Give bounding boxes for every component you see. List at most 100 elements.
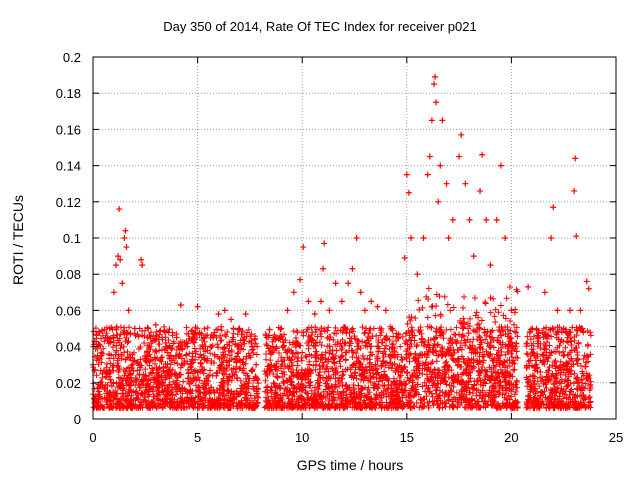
dense-points: [90, 284, 594, 412]
data-point: [548, 235, 555, 241]
y-tick-label: 0.14: [56, 159, 81, 174]
data-point: [253, 361, 260, 368]
data-point: [525, 283, 532, 290]
data-point: [320, 265, 327, 272]
data-point: [573, 233, 580, 240]
data-point: [110, 289, 117, 296]
data-point: [541, 289, 548, 296]
y-axis-label: ROTI / TECUs: [10, 195, 26, 285]
data-point: [426, 153, 433, 160]
data-point: [163, 343, 170, 350]
data-point: [424, 171, 431, 178]
data-point: [152, 321, 159, 328]
data-point: [466, 216, 473, 223]
data-point: [116, 206, 123, 213]
data-point: [403, 171, 410, 178]
data-point: [113, 262, 120, 269]
data-point: [144, 334, 151, 341]
data-point: [389, 325, 396, 332]
data-point: [353, 235, 360, 241]
x-tick-label: 0: [89, 430, 96, 445]
y-tick-label: 0.12: [56, 195, 81, 210]
data-point: [290, 289, 297, 296]
y-tick-label: 0.08: [56, 267, 81, 282]
data-point: [428, 117, 435, 124]
data-point: [98, 352, 105, 359]
x-tick-label: 15: [400, 430, 414, 445]
data-point: [278, 325, 285, 332]
data-point: [221, 307, 228, 314]
data-point: [263, 334, 270, 341]
x-tick-label: 5: [194, 430, 201, 445]
y-tick-label: 0: [74, 412, 81, 427]
data-point: [420, 235, 427, 241]
y-tick-label: 0.16: [56, 122, 81, 137]
data-point: [449, 216, 456, 223]
data-point: [560, 325, 567, 332]
data-point: [184, 343, 191, 350]
data-point: [177, 301, 184, 308]
data-point: [535, 334, 542, 341]
data-point: [508, 307, 515, 314]
data-point: [401, 254, 408, 261]
y-tick-label: 0.04: [56, 340, 81, 355]
data-point: [432, 73, 439, 80]
x-tick-label: 10: [295, 430, 309, 445]
data-point: [123, 244, 130, 251]
data-point: [566, 307, 573, 314]
data-point: [405, 189, 412, 196]
data-point: [305, 298, 312, 305]
x-tick-label: 20: [504, 430, 518, 445]
data-point: [332, 280, 339, 287]
data-point: [131, 325, 138, 332]
data-point: [374, 303, 381, 310]
data-point: [119, 280, 126, 287]
data-point: [382, 307, 389, 314]
data-point: [433, 99, 440, 106]
y-tick-label: 0.18: [56, 86, 81, 101]
data-point: [207, 343, 214, 350]
data-point: [349, 265, 356, 272]
data-point: [122, 227, 129, 234]
data-point: [572, 155, 579, 162]
data-point: [297, 276, 304, 283]
x-axis-label: GPS time / hours: [296, 457, 404, 473]
data-point: [200, 334, 207, 341]
data-point: [430, 81, 437, 88]
y-tick-label: 0.1: [63, 231, 81, 246]
data-point: [577, 307, 584, 314]
y-tick-label: 0.06: [56, 303, 81, 318]
data-point: [477, 187, 484, 194]
data-point: [139, 262, 146, 269]
data-point: [117, 256, 124, 263]
data-point: [269, 343, 276, 350]
data-point: [228, 316, 235, 323]
data-point: [483, 216, 490, 223]
data-point: [361, 307, 368, 314]
data-point: [173, 334, 180, 341]
data-point: [414, 271, 421, 278]
data-point: [125, 307, 132, 314]
data-point: [368, 298, 375, 305]
data-band: [90, 284, 594, 412]
data-point: [502, 235, 509, 241]
data-point: [493, 216, 500, 223]
data-point: [458, 131, 465, 138]
data-point: [102, 334, 109, 341]
data-point: [439, 117, 446, 124]
data-point: [395, 334, 402, 341]
data-point: [435, 198, 442, 205]
data-point: [470, 253, 477, 260]
data-point: [106, 325, 113, 332]
data-point: [357, 289, 364, 296]
data-point: [487, 262, 494, 269]
data-point: [456, 153, 463, 160]
data-point: [138, 256, 145, 263]
data-point: [583, 278, 590, 285]
axis-ticks: [92, 56, 617, 420]
data-point: [121, 235, 128, 241]
data-point: [550, 204, 557, 211]
data-point: [321, 240, 328, 247]
data-point: [318, 298, 325, 305]
data-point: [284, 307, 291, 314]
